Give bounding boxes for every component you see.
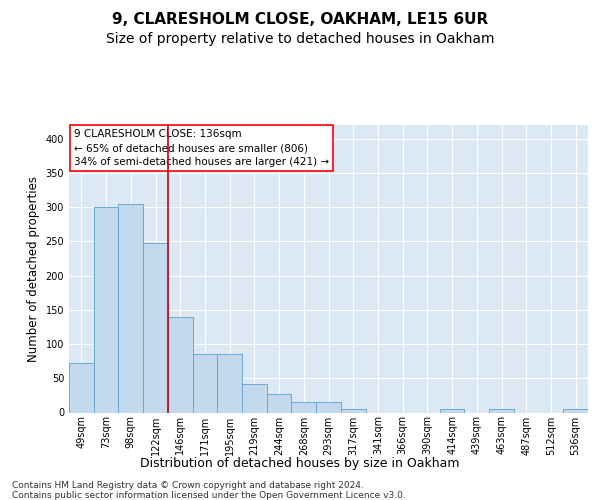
Bar — [292, 402, 316, 412]
Text: 9, CLARESHOLM CLOSE, OAKHAM, LE15 6UR: 9, CLARESHOLM CLOSE, OAKHAM, LE15 6UR — [112, 12, 488, 28]
Bar — [267, 394, 292, 412]
Bar — [217, 354, 242, 412]
Y-axis label: Number of detached properties: Number of detached properties — [27, 176, 40, 362]
Bar — [94, 207, 118, 412]
Bar — [242, 384, 267, 412]
Text: 9 CLARESHOLM CLOSE: 136sqm
← 65% of detached houses are smaller (806)
34% of sem: 9 CLARESHOLM CLOSE: 136sqm ← 65% of deta… — [74, 130, 329, 168]
Bar — [563, 409, 588, 412]
Text: Contains HM Land Registry data © Crown copyright and database right 2024.: Contains HM Land Registry data © Crown c… — [12, 481, 364, 490]
Bar — [341, 409, 365, 412]
Text: Distribution of detached houses by size in Oakham: Distribution of detached houses by size … — [140, 458, 460, 470]
Bar — [168, 316, 193, 412]
Bar — [316, 402, 341, 412]
Bar — [489, 409, 514, 412]
Bar — [118, 204, 143, 412]
Text: Contains public sector information licensed under the Open Government Licence v3: Contains public sector information licen… — [12, 491, 406, 500]
Bar — [193, 354, 217, 412]
Bar — [143, 242, 168, 412]
Bar — [440, 409, 464, 412]
Bar — [69, 362, 94, 412]
Text: Size of property relative to detached houses in Oakham: Size of property relative to detached ho… — [106, 32, 494, 46]
